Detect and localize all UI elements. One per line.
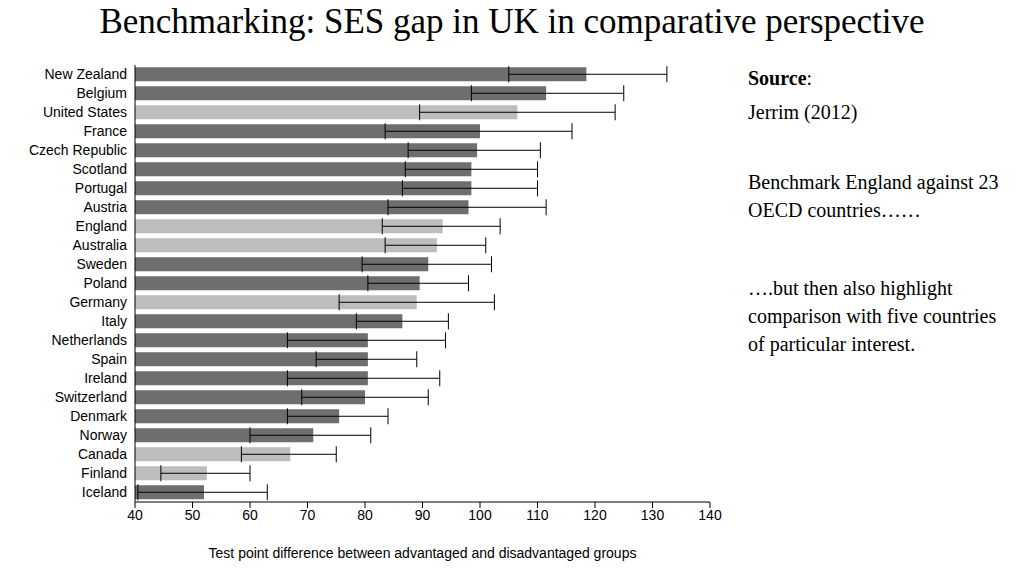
svg-text:90: 90: [415, 507, 431, 523]
svg-text:Denmark: Denmark: [70, 408, 128, 424]
svg-text:France: France: [83, 123, 127, 139]
svg-text:Canada: Canada: [78, 446, 127, 462]
svg-text:Czech Republic: Czech Republic: [29, 142, 127, 158]
svg-text:140: 140: [698, 507, 722, 523]
svg-text:Austria: Austria: [83, 199, 127, 215]
svg-text:40: 40: [127, 507, 143, 523]
html-text:Jerrim (2012): Jerrim (2012): [748, 101, 858, 123]
svg-text:Germany: Germany: [69, 294, 127, 310]
svg-text:120: 120: [583, 507, 607, 523]
svg-text:Ireland: Ireland: [84, 370, 127, 386]
svg-text:Belgium: Belgium: [76, 85, 127, 101]
html-text:Benchmark England against 23 O: Benchmark England against 23 OECD countr…: [748, 171, 999, 221]
html-text:….but then also highlight comp: ….but then also highlight comparison wit…: [748, 277, 997, 355]
html-text:Benchmarking: SES gap in UK in: Benchmarking: SES gap in UK in comparati…: [99, 2, 925, 41]
svg-text:Test point difference between: Test point difference between advantaged…: [209, 545, 637, 561]
svg-text:United States: United States: [43, 104, 127, 120]
svg-text:Switzerland: Switzerland: [55, 389, 127, 405]
svg-text:Scotland: Scotland: [73, 161, 127, 177]
svg-text:Norway: Norway: [80, 427, 127, 443]
svg-text:Spain: Spain: [91, 351, 127, 367]
svg-text:England: England: [76, 218, 127, 234]
svg-text:130: 130: [641, 507, 665, 523]
svg-text:New Zealand: New Zealand: [45, 66, 128, 82]
svg-text:50: 50: [185, 507, 201, 523]
svg-text:Italy: Italy: [101, 313, 127, 329]
html-text:Source:: Source:: [748, 67, 813, 89]
svg-text:80: 80: [357, 507, 373, 523]
svg-text:Netherlands: Netherlands: [52, 332, 128, 348]
svg-text:Finland: Finland: [81, 465, 127, 481]
svg-text:Poland: Poland: [83, 275, 127, 291]
svg-text:Australia: Australia: [73, 237, 128, 253]
svg-text:60: 60: [242, 507, 258, 523]
svg-text:Portugal: Portugal: [75, 180, 127, 196]
svg-text:Sweden: Sweden: [76, 256, 127, 272]
svg-text:100: 100: [468, 507, 492, 523]
svg-text:70: 70: [300, 507, 316, 523]
svg-text:110: 110: [526, 507, 549, 523]
svg-text:Iceland: Iceland: [82, 484, 127, 500]
